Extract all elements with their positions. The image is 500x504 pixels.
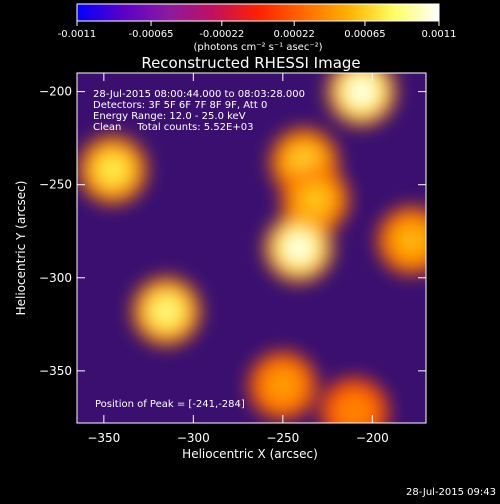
chart-title: Reconstructed RHESSI Image (141, 54, 360, 72)
plot-frame (76, 72, 427, 424)
peak-position-label: Position of Peak = [-241,-284] (95, 399, 245, 410)
x-axis-label: Heliocentric X (arcsec) (182, 447, 318, 461)
source-core (400, 229, 423, 252)
y-tick-label: −350 (39, 364, 72, 378)
source-core (304, 188, 327, 211)
observation-info: 28-Jul-2015 08:00:44.000 to 08:03:28.000… (93, 89, 305, 410)
source-core (271, 374, 294, 397)
x-tick-label: −200 (356, 431, 389, 445)
y-tick-label: −200 (39, 85, 72, 99)
colorbar-ticks: -0.0011 -0.00065 -0.00022 0.00022 0.00065 0.0… (58, 21, 457, 40)
y-tick-label: −250 (39, 178, 72, 192)
colorbar-tick-label: -0.0011 (58, 29, 97, 40)
heatmap-area (77, 73, 426, 423)
annotation-detectors: Detectors: 3F 5F 6F 7F 8F 9F, Att 0 (93, 100, 267, 111)
annotation-time-range: 28-Jul-2015 08:00:44.000 to 08:03:28.000 (93, 89, 305, 100)
x-tick-label: −350 (87, 431, 120, 445)
colorbar (76, 3, 440, 22)
source-core (343, 400, 366, 423)
footer-timestamp: 28-Jul-2015 09:43 (406, 487, 496, 498)
colorbar-tick-label: -0.00022 (199, 29, 244, 40)
colorbar-tick-label: -0.00065 (129, 29, 174, 40)
source-core (287, 237, 310, 259)
annotation-energy-range: Energy Range: 12.0 - 25.0 keV (93, 111, 246, 122)
y-tick-label: −300 (39, 271, 72, 285)
x-tick-label: −300 (177, 431, 210, 445)
x-tick-label: −250 (266, 431, 299, 445)
annotation-counts: Clean Total counts: 5.52E+03 (93, 122, 253, 133)
colorbar-tick-label: 0.00022 (274, 29, 315, 40)
axis-ticks: −350 −300 −250 −200 −350 −300 −250 −200 (39, 73, 426, 445)
y-axis-label: Heliocentric Y (arcsec) (14, 181, 28, 316)
source-core (350, 80, 373, 103)
source-core (155, 300, 178, 323)
source-core (101, 158, 124, 181)
heatmap-background (77, 73, 426, 423)
colorbar-tick-label: 0.0011 (422, 29, 457, 40)
heatmap-sources (78, 73, 426, 423)
colorbar-unit-label: (photons cm⁻² s⁻¹ asec⁻²) (193, 42, 322, 53)
colorbar-tick-label: 0.00065 (344, 29, 385, 40)
